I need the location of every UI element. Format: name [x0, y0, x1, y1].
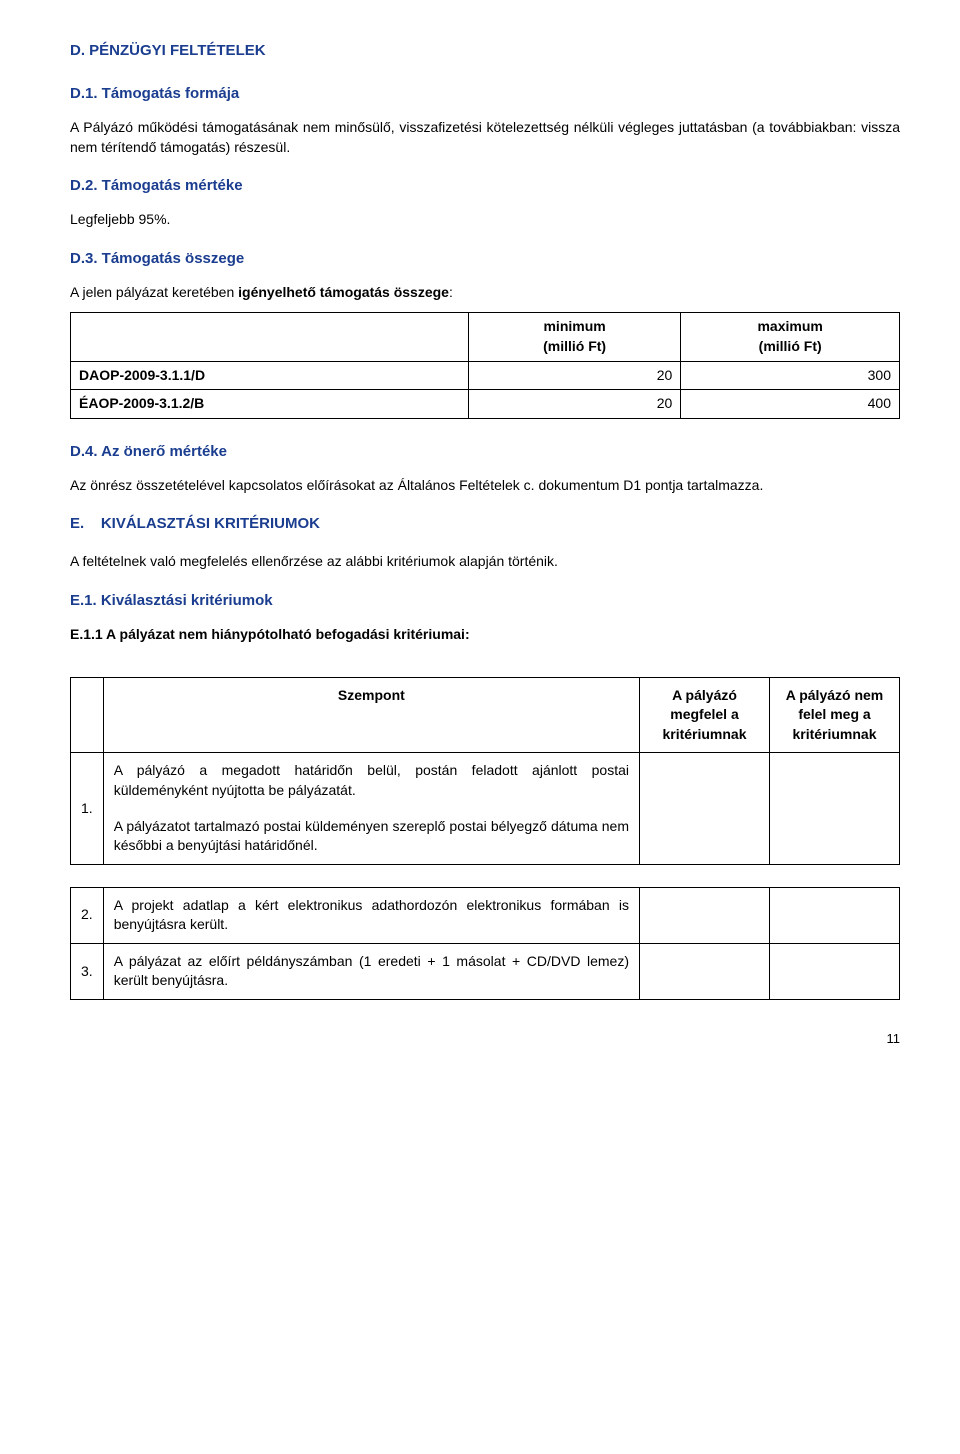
- criteria-col-szempont: Szempont: [103, 677, 639, 753]
- section-d2-text: Legfeljebb 95%.: [70, 210, 900, 230]
- page-number: 11: [70, 1030, 900, 1048]
- section-d4-text: Az önrész összetételével kapcsolatos elő…: [70, 476, 900, 496]
- criteria-row1-desc: A pályázó a megadott határidőn belül, po…: [103, 753, 639, 864]
- d3-intro-bold: igényelhető támogatás összege: [238, 284, 449, 300]
- section-d3-intro: A jelen pályázat keretében igényelhető t…: [70, 283, 900, 303]
- section-d1-title: D.1. Támogatás formája: [70, 83, 900, 104]
- criteria-row3-nemfelel: [770, 943, 900, 999]
- d3-row1-label: DAOP-2009-3.1.1/D: [71, 361, 469, 390]
- table-row: ÉAOP-2009-3.1.2/B 20 400: [71, 390, 900, 419]
- criteria-row3-idx: 3.: [71, 943, 104, 999]
- criteria-row3-desc: A pályázat az előírt példányszámban (1 e…: [103, 943, 639, 999]
- table-header-row: minimum (millió Ft) maximum (millió Ft): [71, 313, 900, 361]
- criteria-row1-idx: 1.: [71, 753, 104, 864]
- d3-col-min: minimum (millió Ft): [468, 313, 680, 361]
- section-d4-title: D.4. Az önerő mértéke: [70, 441, 900, 462]
- criteria-row1-megfelel: [640, 753, 770, 864]
- criteria-row2-desc: A projekt adatlap a kért elektronikus ad…: [103, 887, 639, 943]
- table-row: 1. A pályázó a megadott határidőn belül,…: [71, 753, 900, 864]
- d3-row1-max: 300: [681, 361, 900, 390]
- table-row: DAOP-2009-3.1.1/D 20 300: [71, 361, 900, 390]
- d3-row2-min: 20: [468, 390, 680, 419]
- d3-col-max: maximum (millió Ft): [681, 313, 900, 361]
- section-d-title: D. PÉNZÜGYI FELTÉTELEK: [70, 40, 900, 61]
- section-e11-title: E.1.1 A pályázat nem hiánypótolható befo…: [70, 625, 900, 645]
- d3-intro-suffix: :: [449, 284, 453, 300]
- criteria-col-nemfelel: A pályázó nem felel meg a kritériumnak: [770, 677, 900, 753]
- section-d1-text: A Pályázó működési támogatásának nem min…: [70, 118, 900, 157]
- section-d3-title: D.3. Támogatás összege: [70, 248, 900, 269]
- d3-col-empty: [71, 313, 469, 361]
- d3-row2-label: ÉAOP-2009-3.1.2/B: [71, 390, 469, 419]
- d3-intro-prefix: A jelen pályázat keretében: [70, 284, 238, 300]
- d3-row1-min: 20: [468, 361, 680, 390]
- d3-table: minimum (millió Ft) maximum (millió Ft) …: [70, 312, 900, 418]
- table-header-row: Szempont A pályázó megfelel a kritériumn…: [71, 677, 900, 753]
- criteria-row1-nemfelel: [770, 753, 900, 864]
- criteria-row1-para1: A pályázó a megadott határidőn belül, po…: [114, 761, 629, 800]
- criteria-row2-megfelel: [640, 887, 770, 943]
- criteria-row1-para2: A pályázatot tartalmazó postai küldemény…: [114, 817, 629, 856]
- criteria-row2-idx: 2.: [71, 887, 104, 943]
- criteria-col-idx: [71, 677, 104, 753]
- criteria-row3-megfelel: [640, 943, 770, 999]
- table-row: 3. A pályázat az előírt példányszámban (…: [71, 943, 900, 999]
- criteria-table-2: 2. A projekt adatlap a kért elektronikus…: [70, 887, 900, 1000]
- section-e1-title: E.1. Kiválasztási kritériumok: [70, 590, 900, 611]
- section-d2-title: D.2. Támogatás mértéke: [70, 175, 900, 196]
- d3-row2-max: 400: [681, 390, 900, 419]
- table-row: 2. A projekt adatlap a kért elektronikus…: [71, 887, 900, 943]
- section-e-title: E. KIVÁLASZTÁSI KRITÉRIUMOK: [70, 513, 900, 534]
- criteria-row2-nemfelel: [770, 887, 900, 943]
- criteria-col-megfelel: A pályázó megfelel a kritériumnak: [640, 677, 770, 753]
- criteria-table: Szempont A pályázó megfelel a kritériumn…: [70, 677, 900, 865]
- section-e-intro: A feltételnek való megfelelés ellenőrzés…: [70, 552, 900, 572]
